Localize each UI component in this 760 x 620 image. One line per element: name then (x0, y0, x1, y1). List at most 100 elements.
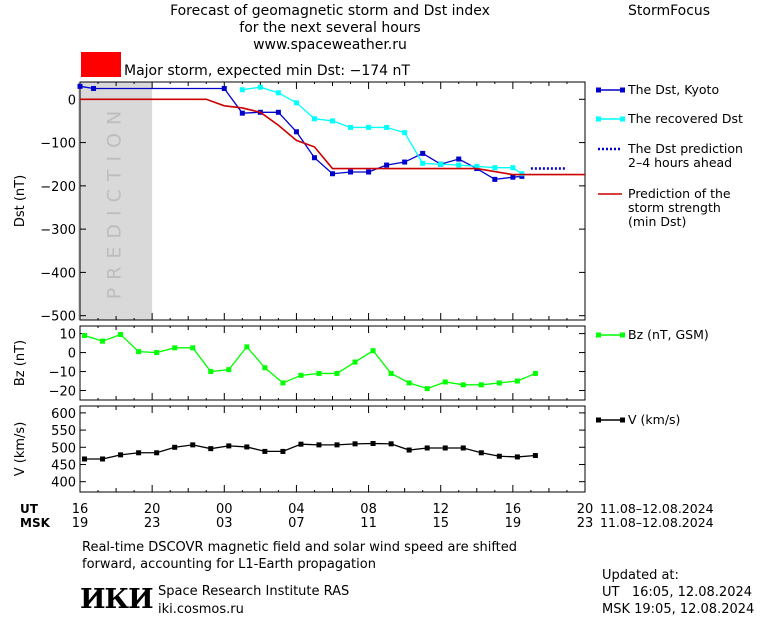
data-point (136, 349, 142, 355)
data-point (257, 84, 263, 90)
updated-label: Updated at: (602, 568, 679, 583)
note-line1: Real-time DSCOVR magnetic field and sola… (82, 540, 518, 555)
data-point (532, 370, 538, 376)
legend-marker (596, 87, 601, 93)
data-point (478, 382, 484, 388)
data-point (118, 332, 124, 338)
data-point (172, 444, 178, 450)
x-tick-label-ut: 12 (432, 502, 449, 517)
storm-level-indicator (81, 52, 121, 77)
y-tick-label: −400 (40, 266, 76, 281)
legend-marker (596, 332, 601, 338)
data-point (424, 445, 430, 451)
y-axis-label: Dst (nT) (13, 175, 28, 227)
y-tick-label: −300 (40, 223, 76, 238)
legend-v: V (km/s) (596, 412, 680, 427)
storm-level-label: Major storm, expected min Dst: −174 nT (124, 63, 410, 79)
y-axis-label: Bz (nT) (13, 340, 28, 386)
series-line (84, 442, 536, 460)
data-point (456, 156, 462, 162)
data-point (496, 380, 502, 386)
prediction-label: PREDICTION (104, 103, 126, 300)
legend-label: 2–4 hours ahead (628, 155, 732, 170)
ut-label: UT (20, 502, 39, 516)
data-point (478, 450, 484, 456)
y-tick-label: 550 (51, 424, 76, 439)
legend-marker (620, 417, 625, 423)
y-tick-label: 600 (51, 407, 76, 422)
x-tick-label-msk: 19 (505, 516, 522, 531)
data-point (492, 165, 498, 171)
data-point (118, 452, 124, 458)
data-point (226, 367, 232, 373)
data-point (510, 165, 516, 171)
institute-url[interactable]: iki.cosmos.ru (158, 602, 244, 617)
legend-label: The Dst, Kyoto (627, 82, 719, 97)
series-line (84, 333, 536, 390)
brand-name: StormFocus (628, 3, 711, 19)
data-point (442, 445, 448, 451)
y-tick-label: −500 (40, 310, 76, 325)
data-point (330, 171, 335, 177)
data-point (352, 359, 358, 365)
x-tick-label-msk: 03 (216, 516, 233, 531)
iki-logo: ИКИ (80, 584, 154, 615)
data-point (510, 174, 516, 180)
y-tick-label: −10 (49, 366, 76, 381)
data-point (316, 442, 322, 448)
data-point (442, 379, 448, 385)
data-point (370, 440, 376, 446)
y-tick-label: 500 (51, 441, 76, 456)
data-point (348, 124, 354, 130)
panel-frame (79, 325, 586, 401)
data-point (460, 382, 466, 388)
data-point (474, 163, 480, 169)
data-point (352, 441, 358, 447)
data-point (280, 380, 286, 386)
source-url[interactable]: www.spaceweather.ru (253, 37, 407, 53)
legend-marker (596, 417, 601, 423)
data-point (100, 338, 106, 344)
data-point (366, 169, 372, 175)
data-point (275, 90, 281, 96)
prediction-band (78, 82, 153, 320)
data-point (370, 348, 376, 354)
data-point (275, 109, 281, 115)
legend-label: storm strength (628, 200, 721, 215)
y-axis-label: V (km/s) (13, 422, 28, 477)
x-tick-label-ut: 08 (360, 502, 377, 517)
y-tick-label: 0 (68, 347, 76, 362)
x-tick-label-ut: 00 (216, 502, 233, 517)
x-tick-label-ut: 20 (144, 502, 161, 517)
data-point (316, 370, 322, 376)
data-point (262, 365, 268, 371)
data-point (348, 169, 354, 175)
data-point (239, 110, 245, 116)
data-point (406, 380, 412, 386)
data-point (82, 456, 88, 462)
panel-frame (79, 405, 586, 493)
x-tick-label-msk: 11 (360, 516, 377, 531)
data-point (384, 162, 390, 168)
legend-marker (620, 116, 625, 122)
data-point (293, 129, 299, 135)
data-point (226, 443, 232, 449)
y-tick-label: 0 (68, 93, 76, 108)
data-point (420, 150, 426, 156)
legend-recovered-dst: The recovered Dst (596, 111, 743, 126)
data-point (100, 456, 106, 462)
chart-title-line1: Forecast of geomagnetic storm and Dst in… (170, 3, 490, 19)
x-tick-label-msk: 23 (144, 516, 161, 531)
data-point (311, 116, 317, 122)
updated-msk: MSK 19:05, 12.08.2024 (602, 602, 755, 617)
legend-label: Prediction of the (628, 186, 731, 201)
x-tick-label-msk: 07 (288, 516, 305, 531)
data-point (82, 332, 88, 338)
series-line (79, 85, 522, 181)
data-point (334, 442, 340, 448)
data-point (532, 453, 538, 459)
data-point (136, 450, 142, 456)
data-point (492, 176, 498, 182)
data-point (496, 453, 502, 459)
